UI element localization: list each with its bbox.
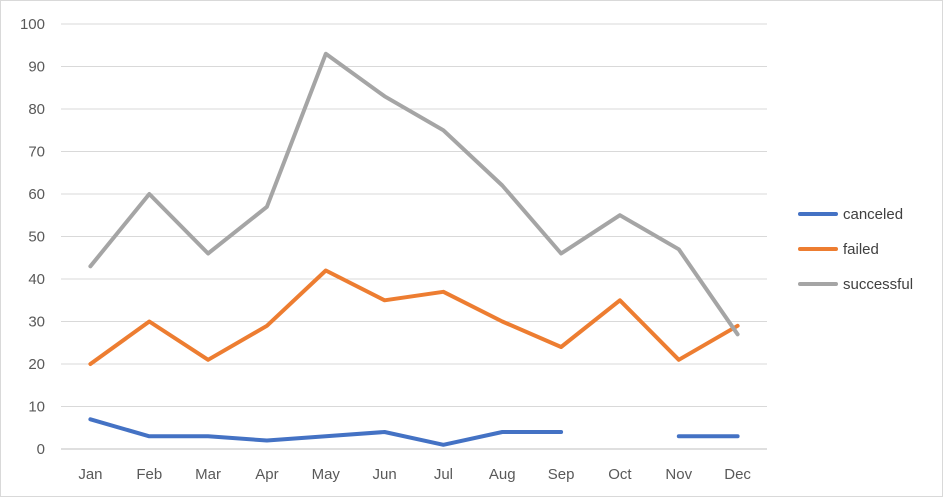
gridlines [61, 23, 767, 450]
x-tick-label: Dec [724, 466, 751, 483]
series-line-successful [88, 51, 740, 337]
x-tick-label: Oct [608, 466, 632, 483]
y-tick-label: 90 [28, 59, 45, 76]
x-tick-label: Apr [255, 466, 278, 483]
legend-label-canceled: canceled [843, 206, 903, 223]
y-tick-label: 30 [28, 314, 45, 331]
y-tick-label: 50 [28, 229, 45, 246]
y-tick-label: 20 [28, 356, 45, 373]
x-tick-label: Nov [665, 466, 692, 483]
legend: canceled failed successful [798, 206, 913, 293]
series-line-canceled [88, 417, 564, 447]
x-tick-label: Feb [136, 466, 162, 483]
legend-label-failed: failed [843, 241, 879, 258]
y-tick-label: 80 [28, 101, 45, 118]
y-axis-tick-labels: 0 10 20 30 40 50 60 70 80 90 100 [20, 16, 45, 458]
y-tick-label: 10 [28, 399, 45, 416]
x-tick-label: Sep [548, 466, 575, 483]
series-lines [88, 51, 740, 447]
y-tick-label: 40 [28, 271, 45, 288]
x-tick-label: Jul [434, 466, 453, 483]
y-tick-label: 0 [37, 441, 45, 458]
x-axis-tick-labels: Jan Feb Mar Apr May Jun Jul Aug Sep Oct Nov Dec [78, 466, 751, 483]
y-tick-label: 70 [28, 144, 45, 161]
x-tick-label: Jun [372, 466, 396, 483]
x-tick-label: May [312, 466, 341, 483]
x-tick-label: Mar [195, 466, 221, 483]
y-tick-label: 60 [28, 186, 45, 203]
x-tick-label: Aug [489, 466, 516, 483]
y-tick-label: 100 [20, 16, 45, 33]
x-tick-label: Jan [78, 466, 102, 483]
series-line-failed [88, 268, 740, 366]
legend-label-successful: successful [843, 276, 913, 293]
